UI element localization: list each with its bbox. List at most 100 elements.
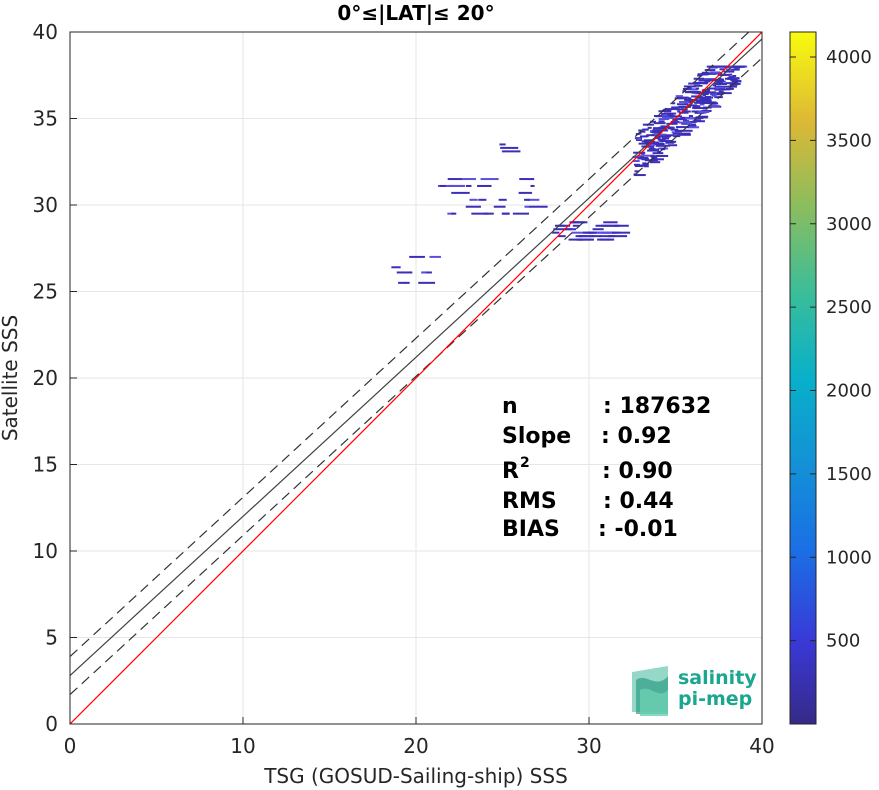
density-cell	[705, 99, 712, 102]
density-cell	[564, 228, 577, 231]
density-cell	[731, 68, 740, 71]
density-cell	[692, 120, 705, 123]
stat-value: : -0.01	[598, 517, 678, 542]
density-cell	[653, 115, 663, 118]
density-cell	[643, 163, 649, 166]
density-cell	[682, 88, 688, 91]
density-cell	[524, 205, 530, 208]
density-cell	[641, 140, 649, 143]
density-cell	[702, 91, 715, 94]
density-cell	[651, 158, 664, 161]
density-cell	[688, 82, 701, 85]
density-cell	[643, 145, 655, 148]
density-cell	[447, 178, 463, 181]
density-cell	[664, 112, 677, 115]
x-tick-label: 30	[576, 734, 601, 758]
colorbar-tick-label: 3500	[826, 130, 872, 151]
density-cell	[687, 126, 700, 129]
stat-value: : 0.44	[603, 489, 674, 514]
density-cell	[646, 134, 659, 137]
density-cell	[702, 98, 707, 101]
density-cell	[552, 231, 560, 234]
y-tick-label: 5	[45, 626, 58, 650]
density-cell	[437, 184, 456, 187]
density-cell	[708, 104, 720, 107]
density-cell	[451, 212, 457, 215]
one-to-one-line	[70, 32, 762, 724]
density-cell	[404, 281, 410, 284]
density-cell	[647, 126, 652, 129]
density-cell	[611, 231, 631, 234]
density-cell	[585, 231, 593, 234]
density-cell	[557, 224, 566, 227]
density-cell	[599, 235, 616, 238]
density-cell	[652, 129, 664, 132]
density-cell	[649, 161, 661, 164]
density-cell	[650, 148, 659, 151]
density-cell	[670, 121, 680, 124]
density-cell	[694, 99, 706, 102]
density-cell	[663, 144, 671, 147]
density-cell	[662, 116, 675, 119]
density-cell	[571, 221, 588, 224]
density-cell	[391, 266, 401, 269]
density-cell	[653, 122, 666, 125]
density-cell	[698, 79, 711, 82]
density-cell	[704, 69, 716, 72]
density-cell	[674, 97, 685, 100]
density-cell	[652, 152, 664, 155]
density-cell	[687, 88, 698, 91]
colorbar-tick-label: 2000	[826, 381, 872, 402]
density-cell	[700, 73, 711, 76]
density-cell	[657, 135, 671, 138]
lower-band-line	[70, 57, 762, 696]
density-cell	[687, 100, 692, 103]
density-cell	[502, 212, 510, 215]
density-cell	[678, 105, 691, 108]
density-cell	[637, 157, 649, 160]
colorbar-tick-label: 500	[826, 631, 860, 652]
density-cell	[675, 95, 683, 98]
density-cell	[524, 198, 530, 201]
y-tick-label: 25	[33, 280, 58, 304]
density-cell	[696, 96, 707, 99]
density-cell	[675, 126, 689, 129]
density-cell	[703, 78, 716, 81]
stat-label: BIAS	[502, 517, 560, 542]
density-cell	[683, 110, 691, 113]
density-cell	[655, 144, 665, 147]
density-cell	[465, 205, 481, 208]
density-cell	[668, 144, 678, 147]
density-cell	[679, 100, 689, 103]
density-cell	[518, 191, 533, 194]
x-tick-label: 10	[230, 734, 255, 758]
density-cell	[643, 139, 654, 142]
density-cell	[719, 65, 725, 68]
density-cell	[694, 101, 702, 104]
density-cell	[603, 221, 618, 224]
density-cell	[683, 85, 696, 88]
density-cell	[638, 142, 649, 145]
density-cell	[421, 271, 427, 274]
density-cell	[598, 231, 612, 234]
density-cell	[712, 84, 717, 87]
y-axis-label: Satellite SSS	[0, 315, 22, 441]
density-cell	[698, 115, 709, 118]
density-cell	[663, 114, 668, 117]
y-axis-ticks: 0 5 10 15 20 25 30 35 40	[33, 20, 77, 736]
x-axis-ticks: 0 10 20 30 40	[64, 717, 775, 758]
colorbar-tick-label: 1000	[826, 547, 872, 568]
density-cell	[469, 198, 478, 201]
density-cell	[678, 121, 689, 124]
density-cell	[477, 184, 492, 187]
x-tick-label: 0	[64, 734, 77, 758]
density-cell	[658, 118, 670, 121]
density-cell	[714, 85, 725, 88]
chart-title: 0°≤|LAT|≤ 20°	[337, 1, 494, 25]
y-tick-label: 0	[45, 712, 58, 736]
density-cell	[697, 110, 710, 113]
density-cell	[728, 76, 735, 79]
density-cell	[704, 96, 714, 99]
density-cell	[553, 228, 573, 231]
density-cell	[658, 126, 668, 129]
